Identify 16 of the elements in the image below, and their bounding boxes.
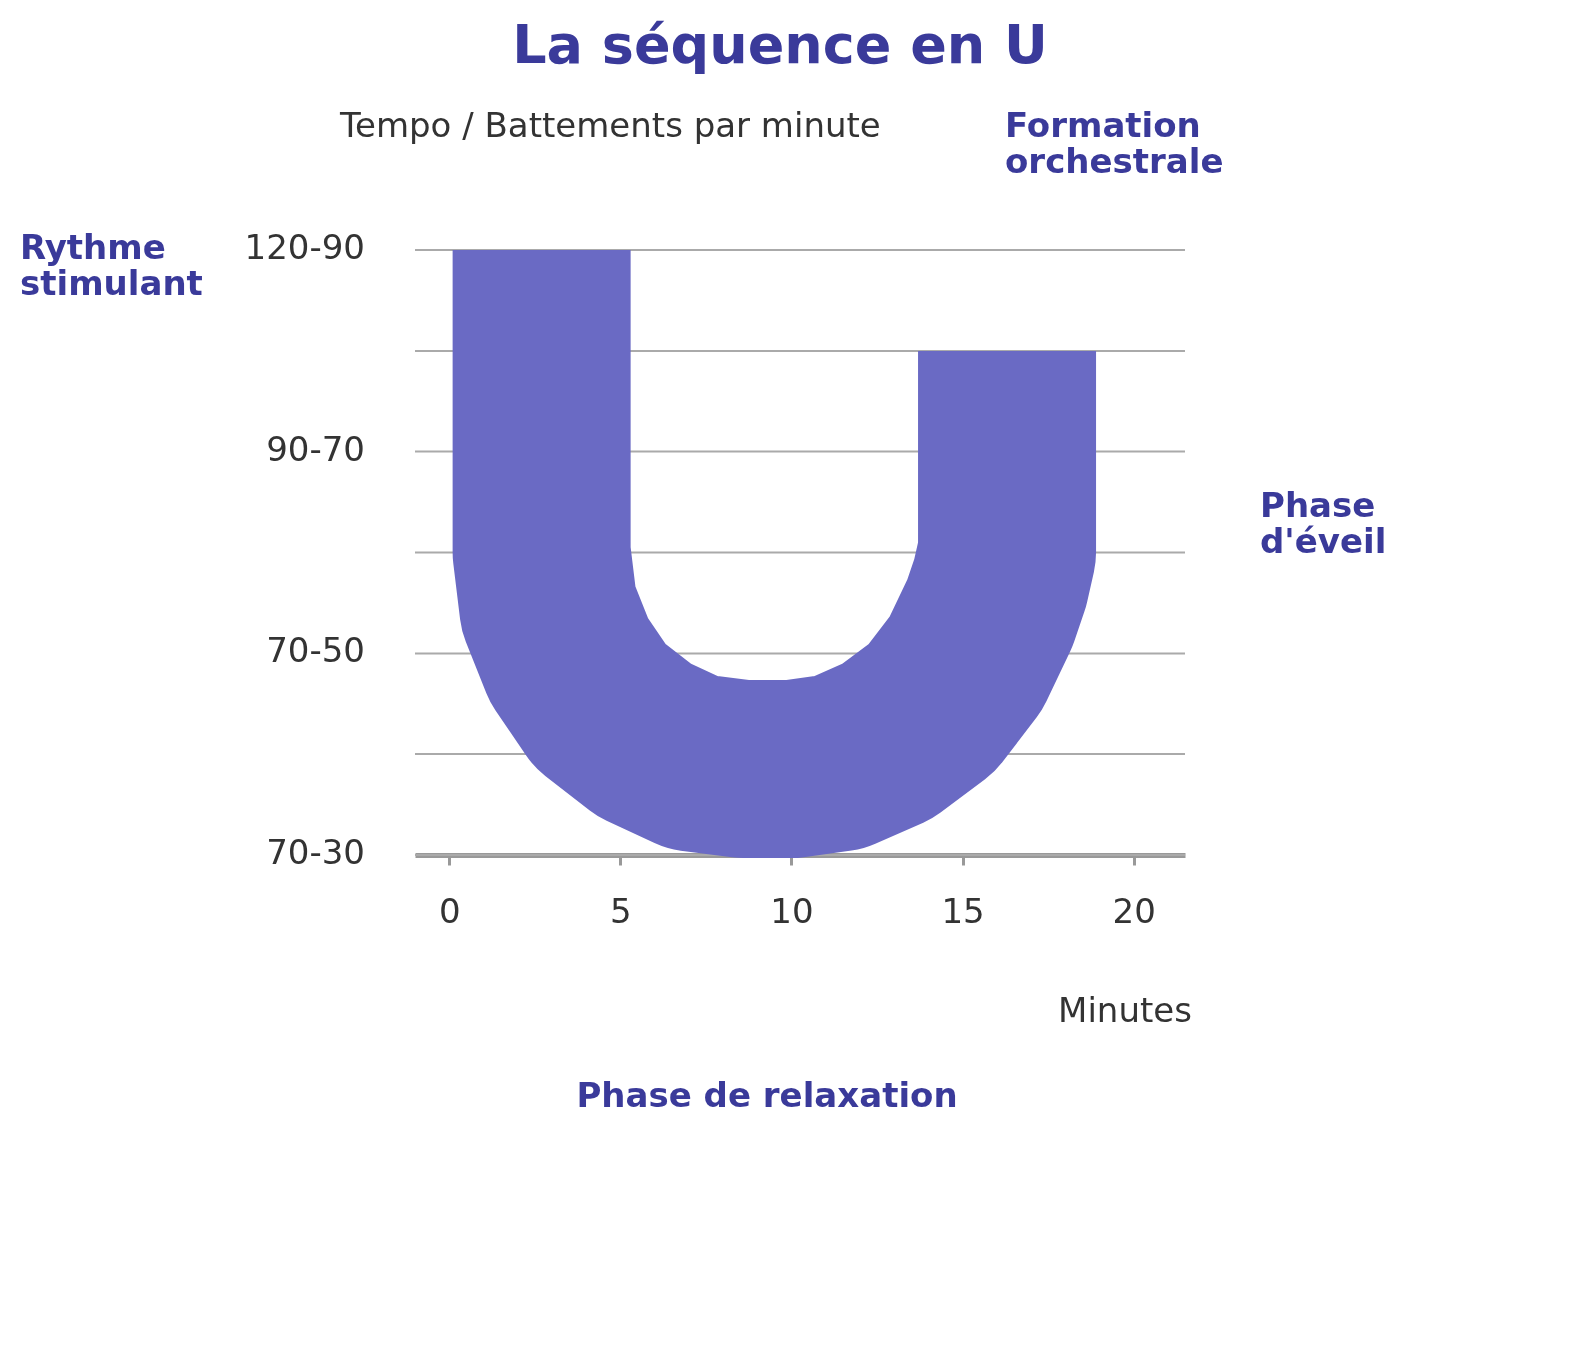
x-tick-label: 5 (610, 890, 632, 931)
x-tick-label: 15 (941, 890, 985, 931)
text: 70-50 (266, 630, 365, 671)
x-tick-label: 20 (1112, 890, 1156, 931)
x-axis-title: Minutes (1058, 990, 1192, 1030)
x-tick-label: 0 (438, 890, 461, 931)
text: 120-90 (244, 227, 365, 267)
x-tick-label: 10 (770, 890, 814, 931)
text: 90-70 (266, 428, 365, 469)
text: Rythme stimulant (20, 227, 203, 303)
text: 70-30 (266, 832, 365, 872)
chart-title: La séquence en U (512, 13, 1048, 76)
y-axis-title: Tempo / Battements par minute (339, 105, 881, 145)
text: Phase de relaxation (576, 1075, 958, 1115)
text: Phase d'éveil (1260, 485, 1387, 561)
text: Formation orchestrale (1005, 105, 1224, 181)
